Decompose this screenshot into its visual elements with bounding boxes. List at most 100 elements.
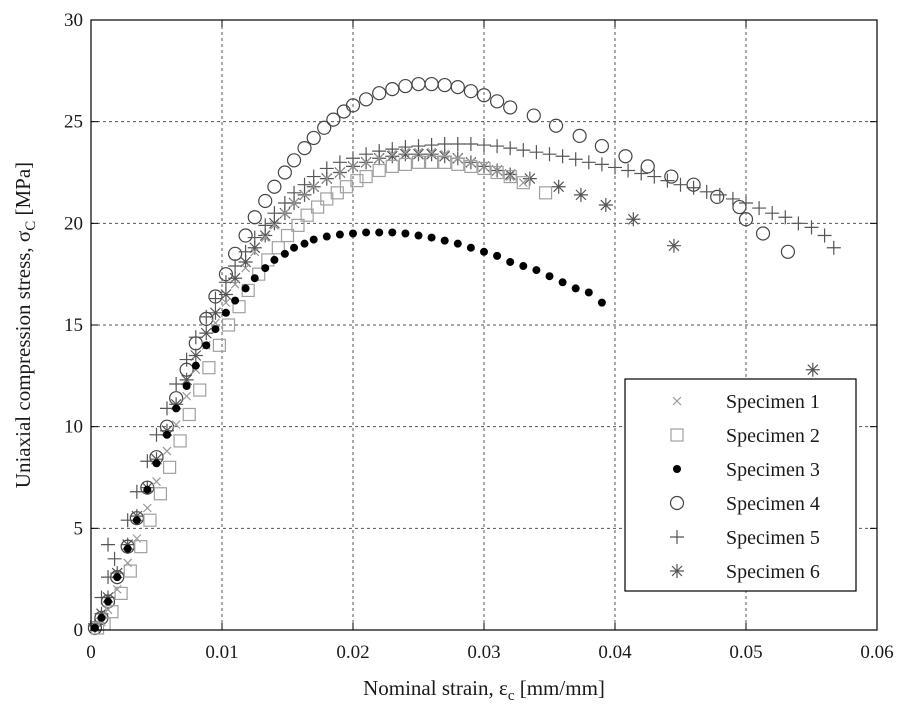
x-axis-label: Nominal strain, εc [mm/mm] — [363, 676, 605, 702]
data-point — [350, 174, 364, 188]
data-point — [765, 206, 780, 221]
data-point — [440, 236, 449, 245]
data-point — [490, 165, 504, 180]
data-point — [634, 166, 649, 181]
data-point — [526, 108, 541, 123]
data-point — [551, 179, 566, 194]
data-point — [182, 391, 192, 401]
legend-label: Specimen 4 — [726, 493, 820, 515]
data-point — [463, 137, 478, 152]
data-point — [359, 147, 374, 162]
data-point — [280, 249, 289, 258]
data-point — [545, 272, 554, 281]
data-point — [211, 318, 220, 328]
data-point — [411, 155, 426, 169]
data-point — [519, 262, 528, 271]
data-point — [300, 190, 309, 200]
data-point — [123, 544, 132, 553]
legend-entry: Specimen 2 — [670, 425, 820, 447]
data-point — [332, 155, 347, 170]
data-point — [247, 240, 262, 255]
data-point — [597, 298, 606, 307]
data-point — [503, 100, 518, 115]
data-point — [427, 147, 437, 157]
data-point — [400, 147, 410, 157]
data-point — [451, 157, 465, 171]
data-point — [385, 149, 400, 164]
x-tick-label: 0 — [86, 642, 96, 663]
data-point — [584, 288, 593, 297]
data-point — [228, 271, 243, 286]
data-point — [218, 275, 233, 290]
data-point — [261, 264, 270, 273]
data-point — [529, 145, 544, 160]
data-point — [228, 259, 243, 274]
data-point — [300, 239, 309, 248]
data-point — [306, 130, 321, 146]
data-point — [101, 537, 116, 552]
data-point — [159, 423, 174, 438]
legend-label: Specimen 3 — [726, 459, 820, 481]
data-point — [490, 139, 505, 154]
legend-entry: Specimen 6 — [670, 561, 820, 583]
legend-label: Specimen 2 — [726, 425, 820, 447]
data-point — [805, 362, 820, 377]
data-point — [241, 263, 251, 273]
data-point — [598, 198, 613, 213]
data-point — [573, 187, 588, 202]
data-point — [238, 244, 253, 259]
legend-marker — [672, 396, 682, 406]
data-point — [804, 220, 819, 235]
series-5 — [87, 137, 841, 631]
data-point — [335, 168, 345, 177]
data-point — [162, 430, 171, 439]
data-point — [450, 79, 465, 95]
data-point — [267, 179, 282, 194]
data-point — [271, 241, 285, 255]
data-point — [211, 325, 220, 334]
data-point — [572, 128, 587, 143]
x-tick-label: 0.01 — [205, 642, 238, 663]
data-point — [385, 159, 399, 173]
data-point — [755, 226, 771, 241]
data-point — [230, 279, 240, 289]
data-point — [594, 138, 610, 154]
data-point — [466, 243, 475, 252]
data-point — [673, 177, 688, 192]
data-point — [149, 452, 164, 467]
data-point — [241, 284, 250, 293]
data-point — [238, 228, 253, 243]
data-point — [666, 238, 681, 253]
data-point — [104, 597, 113, 606]
data-point — [438, 155, 452, 169]
data-point — [538, 186, 553, 200]
data-layer — [87, 76, 841, 636]
y-tick-label: 0 — [74, 620, 84, 641]
data-point — [247, 230, 262, 245]
data-point — [621, 163, 636, 178]
data-point — [608, 160, 622, 175]
data-point — [401, 229, 410, 238]
data-point — [221, 318, 236, 332]
data-point — [477, 138, 491, 153]
data-point — [269, 220, 279, 230]
data-point — [490, 94, 505, 109]
data-point — [548, 118, 564, 133]
y-tick-label: 30 — [64, 10, 83, 31]
data-point — [212, 338, 226, 352]
data-point — [492, 166, 502, 175]
data-point — [626, 212, 641, 227]
data-point — [297, 177, 312, 192]
data-point — [202, 341, 211, 350]
data-point — [143, 513, 157, 527]
data-point — [182, 407, 196, 422]
data-point — [738, 212, 754, 227]
data-point — [199, 326, 214, 341]
data-point — [267, 206, 282, 221]
data-point — [120, 513, 135, 528]
data-point — [280, 228, 295, 243]
data-point — [506, 257, 515, 266]
data-point — [231, 296, 240, 305]
